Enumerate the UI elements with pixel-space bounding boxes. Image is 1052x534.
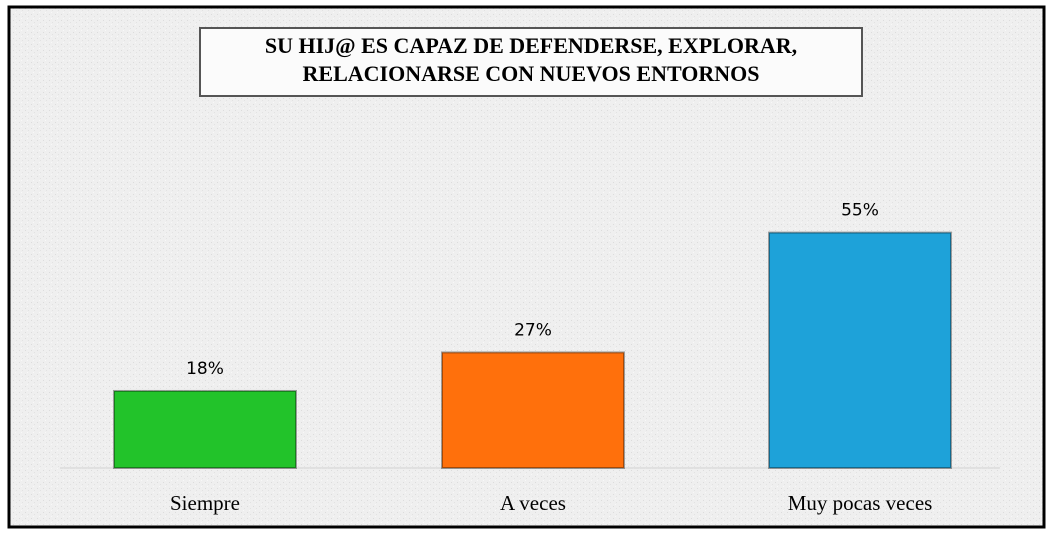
value-label: 18% [186, 359, 224, 379]
title-box [199, 27, 863, 97]
chart-title: SU HIJ@ ES CAPAZ DE DEFENDERSE, EXPLORAR… [265, 33, 797, 58]
value-label: 55% [841, 201, 879, 221]
bar [113, 389, 297, 469]
chart-title: RELACIONARSE CON NUEVOS ENTORNOS [303, 61, 760, 86]
value-label: 27% [514, 320, 552, 340]
x-tick-label: Muy pocas veces [788, 491, 933, 515]
bar [441, 351, 625, 469]
x-tick-label: Siempre [170, 491, 240, 515]
x-tick-label: A veces [500, 491, 566, 515]
bar [768, 231, 952, 469]
